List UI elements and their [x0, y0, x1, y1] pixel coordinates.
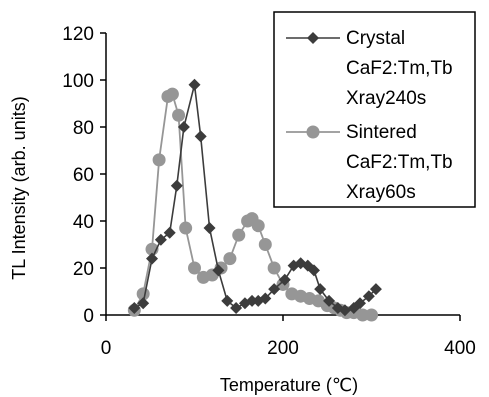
legend-crystal-label: Crystal: [346, 28, 405, 49]
crystal-data-point: [170, 179, 183, 192]
crystal-data-point: [323, 294, 336, 307]
crystal-data-point: [362, 290, 375, 303]
legend-sintered-label: Xray60s: [346, 182, 416, 203]
legend-crystal-label: CaF2:Tm,Tb: [346, 58, 453, 79]
crystal-data-point: [353, 297, 366, 310]
crystal-data-point: [230, 301, 243, 314]
legend-sintered-label: CaF2:Tm,Tb: [346, 152, 453, 173]
series-layer: [127, 78, 382, 322]
x-tick-label: 0: [101, 338, 112, 359]
y-tick-label: 80: [73, 118, 94, 139]
crystal-series: [128, 78, 382, 317]
crystal-data-point: [278, 273, 291, 286]
sintered-data-point: [251, 219, 265, 233]
sintered-data-point: [172, 108, 186, 122]
crystal-data-point: [146, 252, 159, 265]
crystal-data-point: [194, 130, 207, 143]
x-axis-title: Temperature (℃): [220, 375, 358, 395]
sintered-data-point: [267, 261, 281, 275]
crystal-data-point: [188, 78, 201, 91]
legend-sintered-marker: [306, 125, 320, 139]
y-tick-label: 0: [83, 306, 94, 327]
legend-crystal-label: Xray240s: [346, 88, 426, 109]
legend-box: [273, 11, 476, 208]
legend-crystal-marker: [307, 32, 319, 44]
x-axis-ticks: 0 200 400: [101, 315, 476, 359]
crystal-data-point: [137, 297, 150, 310]
crystal-data-point: [338, 304, 351, 317]
crystal-data-point: [268, 283, 281, 296]
crystal-data-point: [154, 233, 167, 246]
crystal-data-point: [314, 283, 327, 296]
crystal-data-point: [203, 222, 216, 235]
crystal-data-point: [369, 283, 382, 296]
legend: Crystal CaF2:Tm,Tb Xray240s Sintered CaF2:Tm…: [273, 11, 476, 208]
crystal-data-point: [163, 226, 176, 239]
crystal-data-point: [221, 294, 234, 307]
sintered-data-point: [223, 252, 237, 266]
y-tick-label: 60: [73, 165, 94, 186]
crystal-data-point: [177, 121, 190, 133]
y-axis-ticks: 0 20 40 60 80 100 120: [62, 24, 106, 327]
sintered-data-point: [232, 228, 246, 242]
y-tick-label: 40: [73, 212, 94, 233]
sintered-data-point: [258, 238, 272, 251]
y-axis-title: TL Intensity (arb. units): [9, 96, 29, 279]
sintered-data-point: [152, 153, 166, 167]
sintered-data-point: [165, 87, 179, 101]
x-tick-label: 400: [444, 338, 476, 359]
crystal-data-point: [128, 301, 141, 314]
crystal-data-point: [259, 292, 272, 305]
crystal-data-point: [307, 264, 320, 277]
sintered-data-point: [188, 261, 201, 275]
sintered-data-point: [179, 221, 193, 235]
crystal-data-point: [212, 264, 225, 277]
legend-sintered-label: Sintered: [346, 122, 417, 143]
y-tick-label: 100: [62, 71, 94, 92]
y-tick-label: 20: [73, 259, 94, 280]
x-tick-label: 200: [267, 338, 299, 359]
plot-area: 0 20 40 60 80 100 120 0 200 400: [62, 24, 476, 359]
crystal-data-point: [246, 294, 259, 307]
y-tick-label: 120: [62, 24, 94, 45]
sintered-data-point: [365, 308, 378, 322]
